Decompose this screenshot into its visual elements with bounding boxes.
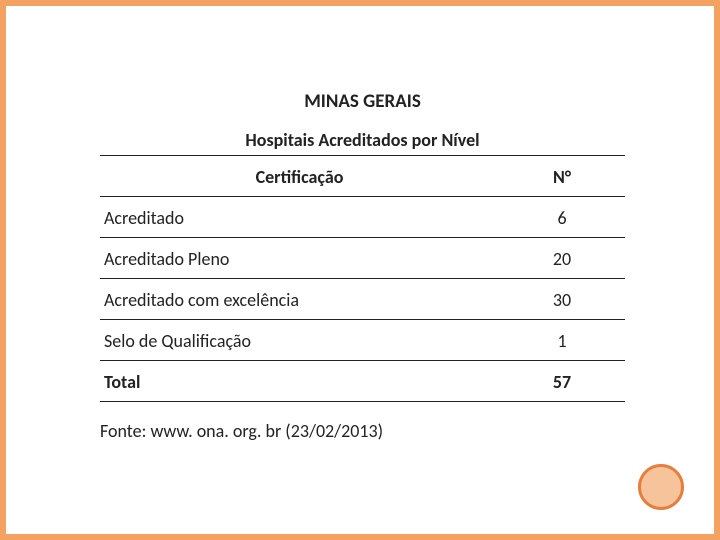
source-citation: Fonte: www. ona. org. br (23/02/2013) [100, 420, 625, 442]
cell-num: 30 [499, 279, 625, 320]
cell-cert: Acreditado Pleno [100, 238, 499, 279]
table-row: Selo de Qualificação 1 [100, 320, 625, 361]
slide-border-right [714, 0, 720, 540]
cell-total-value: 57 [499, 361, 625, 402]
cell-cert: Acreditado [100, 197, 499, 238]
header-count: N° [499, 156, 625, 197]
table-row: Acreditado 6 [100, 197, 625, 238]
cell-num: 1 [499, 320, 625, 361]
title-main: MINAS GERAIS [100, 90, 625, 113]
table-header-row: Certificação N° [100, 156, 625, 197]
table-row: Acreditado Pleno 20 [100, 238, 625, 279]
title-sub: Hospitais Acreditados por Nível [100, 129, 625, 156]
slide-border-bottom [0, 534, 720, 540]
table-row-total: Total 57 [100, 361, 625, 402]
cell-total-label: Total [100, 361, 499, 402]
cell-num: 20 [499, 238, 625, 279]
slide-border-top [0, 0, 720, 6]
cell-cert: Selo de Qualificação [100, 320, 499, 361]
circle-decoration-icon [638, 464, 684, 510]
header-certification: Certificação [100, 156, 499, 197]
table-row: Acreditado com excelência 30 [100, 279, 625, 320]
slide-border-left [0, 0, 6, 540]
accreditation-table: Certificação N° Acreditado 6 Acreditado … [100, 156, 625, 402]
table-container: Certificação N° Acreditado 6 Acreditado … [100, 156, 625, 402]
cell-num: 6 [499, 197, 625, 238]
cell-cert: Acreditado com excelência [100, 279, 499, 320]
slide-content: MINAS GERAIS Hospitais Acreditados por N… [100, 90, 625, 442]
